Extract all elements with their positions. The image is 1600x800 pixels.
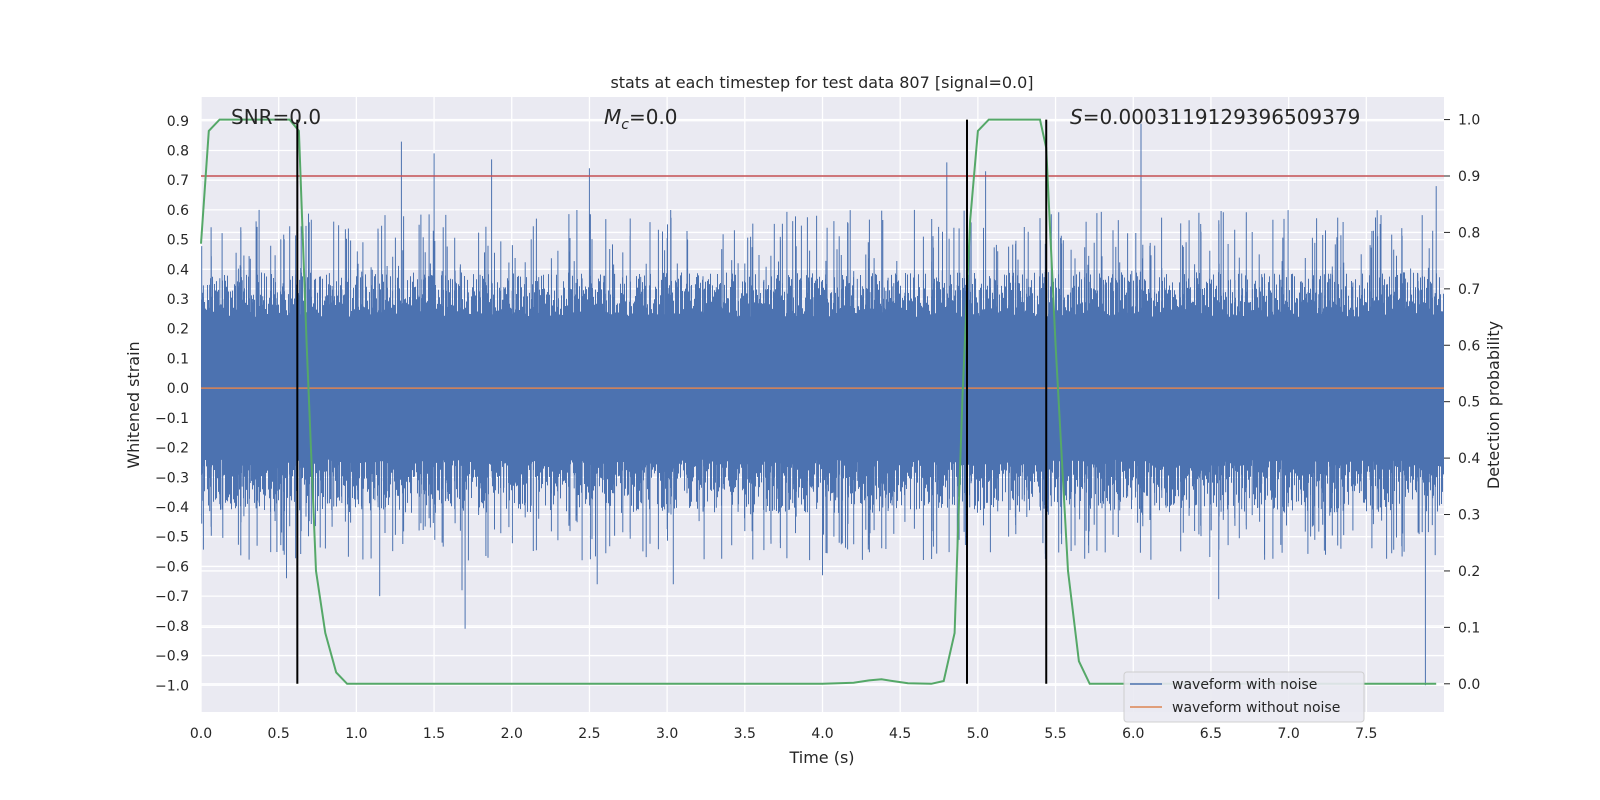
y2-tick-label: 0.7 (1458, 282, 1480, 298)
y2-tick-label: 0.0 (1458, 677, 1480, 693)
s-annotation: S=0.0003119129396509379 (1070, 105, 1360, 129)
snr-annotation: SNR=0.0 (231, 105, 321, 129)
y2-ticks: 1.0 0.9 0.8 0.7 0.6 0.5 0.4 0.3 0.2 0.1 0.0 (1444, 113, 1480, 693)
y-tick-label: −0.1 (155, 411, 189, 427)
x-tick-label: 6.0 (1122, 726, 1144, 742)
y-tick-label: 0.1 (167, 351, 189, 367)
x-tick-label: 6.5 (1200, 726, 1222, 742)
y-tick-label: 0.6 (167, 203, 189, 219)
y-tick-label: −0.2 (155, 441, 189, 457)
y2-tick-label: 0.5 (1458, 395, 1480, 411)
x-tick-label: 1.0 (345, 726, 367, 742)
chart-title: stats at each timestep for test data 807… (610, 73, 1033, 92)
x-tick-label: 2.5 (578, 726, 600, 742)
x-tick-label: 0.0 (190, 726, 212, 742)
y-ticks: 0.9 0.8 0.7 0.6 0.5 0.4 0.3 0.2 0.1 0.0 −0.1 −0.2 −0… (155, 114, 189, 694)
series-lines (200, 118, 1444, 685)
y-tick-label: −0.9 (155, 649, 189, 665)
x-tick-label: 1.5 (423, 726, 445, 742)
y2-tick-label: 0.6 (1458, 338, 1480, 354)
legend-label-clean: waveform without noise (1172, 700, 1340, 716)
y-tick-label: 0.9 (167, 114, 189, 130)
x-axis-label: Time (s) (788, 748, 854, 767)
x-ticks: 0.0 0.5 1.0 1.5 2.0 2.5 3.0 3.5 4.0 4.5 5.0 5.5 6.0 6… (190, 726, 1378, 742)
y2-tick-label: 0.4 (1458, 451, 1480, 467)
mc-symbol: M (604, 105, 621, 129)
y-tick-label: −0.5 (155, 530, 189, 546)
mc-subscript: c (621, 117, 629, 133)
y-tick-label: −0.8 (155, 619, 189, 635)
mc-annotation: Mc=0.0 (604, 105, 678, 133)
y-tick-label: −0.7 (155, 589, 189, 605)
s-symbol: S (1070, 105, 1083, 129)
y-tick-label: 0.4 (167, 262, 189, 278)
y2-tick-label: 0.2 (1458, 564, 1480, 580)
x-tick-label: 7.0 (1277, 726, 1299, 742)
x-tick-label: 5.5 (1044, 726, 1066, 742)
legend-label-noise: waveform with noise (1172, 677, 1317, 693)
x-tick-label: 3.5 (734, 726, 756, 742)
x-tick-label: 0.5 (268, 726, 290, 742)
y-tick-label: 0.3 (167, 292, 189, 308)
detection-probability-line (200, 118, 1437, 685)
mc-value: =0.0 (629, 105, 678, 129)
x-tick-label: 4.5 (889, 726, 911, 742)
vertical-markers (296, 119, 1048, 684)
x-tick-label: 2.0 (501, 726, 523, 742)
x-tick-label: 4.0 (811, 726, 833, 742)
x-tick-label: 3.0 (656, 726, 678, 742)
y-tick-label: 0.2 (167, 322, 189, 338)
y-tick-label: −0.3 (155, 470, 189, 486)
y2-tick-label: 0.9 (1458, 169, 1480, 185)
y-tick-label: 0.0 (167, 381, 189, 397)
y-axis-label: Whitened strain (124, 341, 143, 468)
legend-box (1123, 671, 1365, 723)
x-tick-label: 5.0 (967, 726, 989, 742)
y-tick-label: −0.6 (155, 559, 189, 575)
y2-tick-label: 1.0 (1458, 113, 1480, 129)
y-tick-label: 0.7 (167, 173, 189, 189)
y-tick-label: 0.8 (167, 143, 189, 159)
y-tick-label: 0.5 (167, 233, 189, 249)
legend: waveform with noise waveform without noi… (1123, 671, 1365, 723)
x-tick-label: 7.5 (1355, 726, 1377, 742)
s-value: =0.0003119129396509379 (1083, 105, 1361, 129)
y2-tick-label: 0.1 (1458, 620, 1480, 636)
y2-tick-label: 0.3 (1458, 508, 1480, 524)
y-tick-label: −1.0 (155, 678, 189, 694)
y2-tick-label: 0.8 (1458, 225, 1480, 241)
y2-axis-label: Detection probability (1484, 321, 1503, 489)
y-tick-label: −0.4 (155, 500, 189, 516)
